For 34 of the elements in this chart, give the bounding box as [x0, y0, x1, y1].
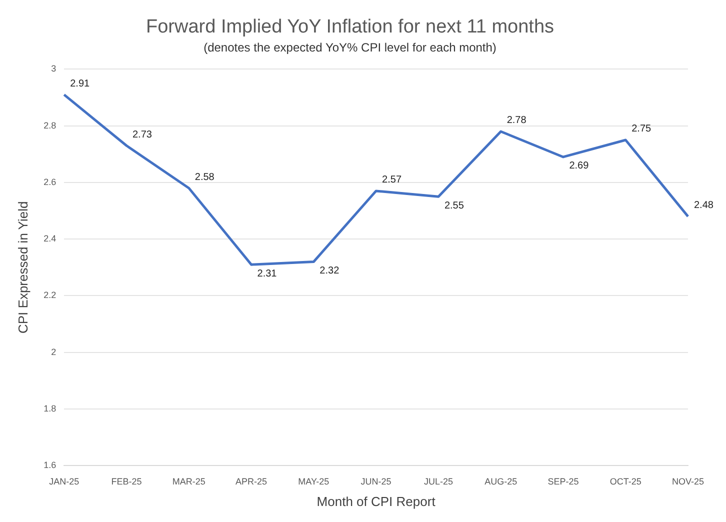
y-tick-label: 1.6 — [44, 460, 56, 470]
y-tick-label: 2.4 — [44, 234, 56, 244]
x-tick-label: AUG-25 — [484, 476, 518, 486]
y-tick-label: 2.8 — [44, 120, 56, 130]
y-axis-title: CPI Expressed in Yield — [15, 201, 30, 334]
x-tick-label: JUN-25 — [360, 476, 392, 486]
data-label: 2.55 — [444, 200, 464, 212]
y-tick-label: 2.6 — [44, 176, 56, 187]
x-tick-label: APR-25 — [236, 476, 268, 486]
y-tick-label: 1.8 — [44, 403, 56, 414]
y-tick-label: 2.2 — [44, 290, 56, 300]
x-tick-label: JAN-25 — [49, 476, 80, 486]
data-label: 2.75 — [632, 124, 652, 135]
data-label: 2.31 — [257, 268, 278, 280]
x-tick-label: SEP-25 — [548, 476, 579, 486]
x-axis-title: Month of CPI Report — [316, 494, 436, 509]
x-tick-label: NOV-25 — [672, 476, 704, 486]
x-tick-label: OCT-25 — [610, 476, 642, 486]
x-tick-label: JUL-25 — [424, 476, 453, 486]
chart-title: Forward Implied YoY Inflation for next 11 months — [146, 16, 554, 38]
data-label: 2.48 — [694, 200, 714, 212]
data-label: 2.57 — [382, 174, 402, 186]
data-label: 2.69 — [569, 160, 590, 172]
data-label: 2.73 — [132, 129, 152, 140]
y-tick-label: 3 — [51, 64, 56, 74]
y-tick-label: 2 — [51, 346, 56, 357]
data-label: 2.91 — [70, 78, 90, 90]
chart-subtitle: (denotes the expected YoY% CPI level for each month) — [204, 40, 496, 54]
x-tick-label: MAR-25 — [172, 476, 206, 486]
x-tick-label: MAY-25 — [298, 476, 330, 486]
data-label: 2.58 — [194, 172, 215, 183]
x-tick-label: FEB-25 — [111, 476, 142, 486]
data-label: 2.78 — [506, 115, 527, 126]
data-label: 2.32 — [320, 265, 340, 276]
